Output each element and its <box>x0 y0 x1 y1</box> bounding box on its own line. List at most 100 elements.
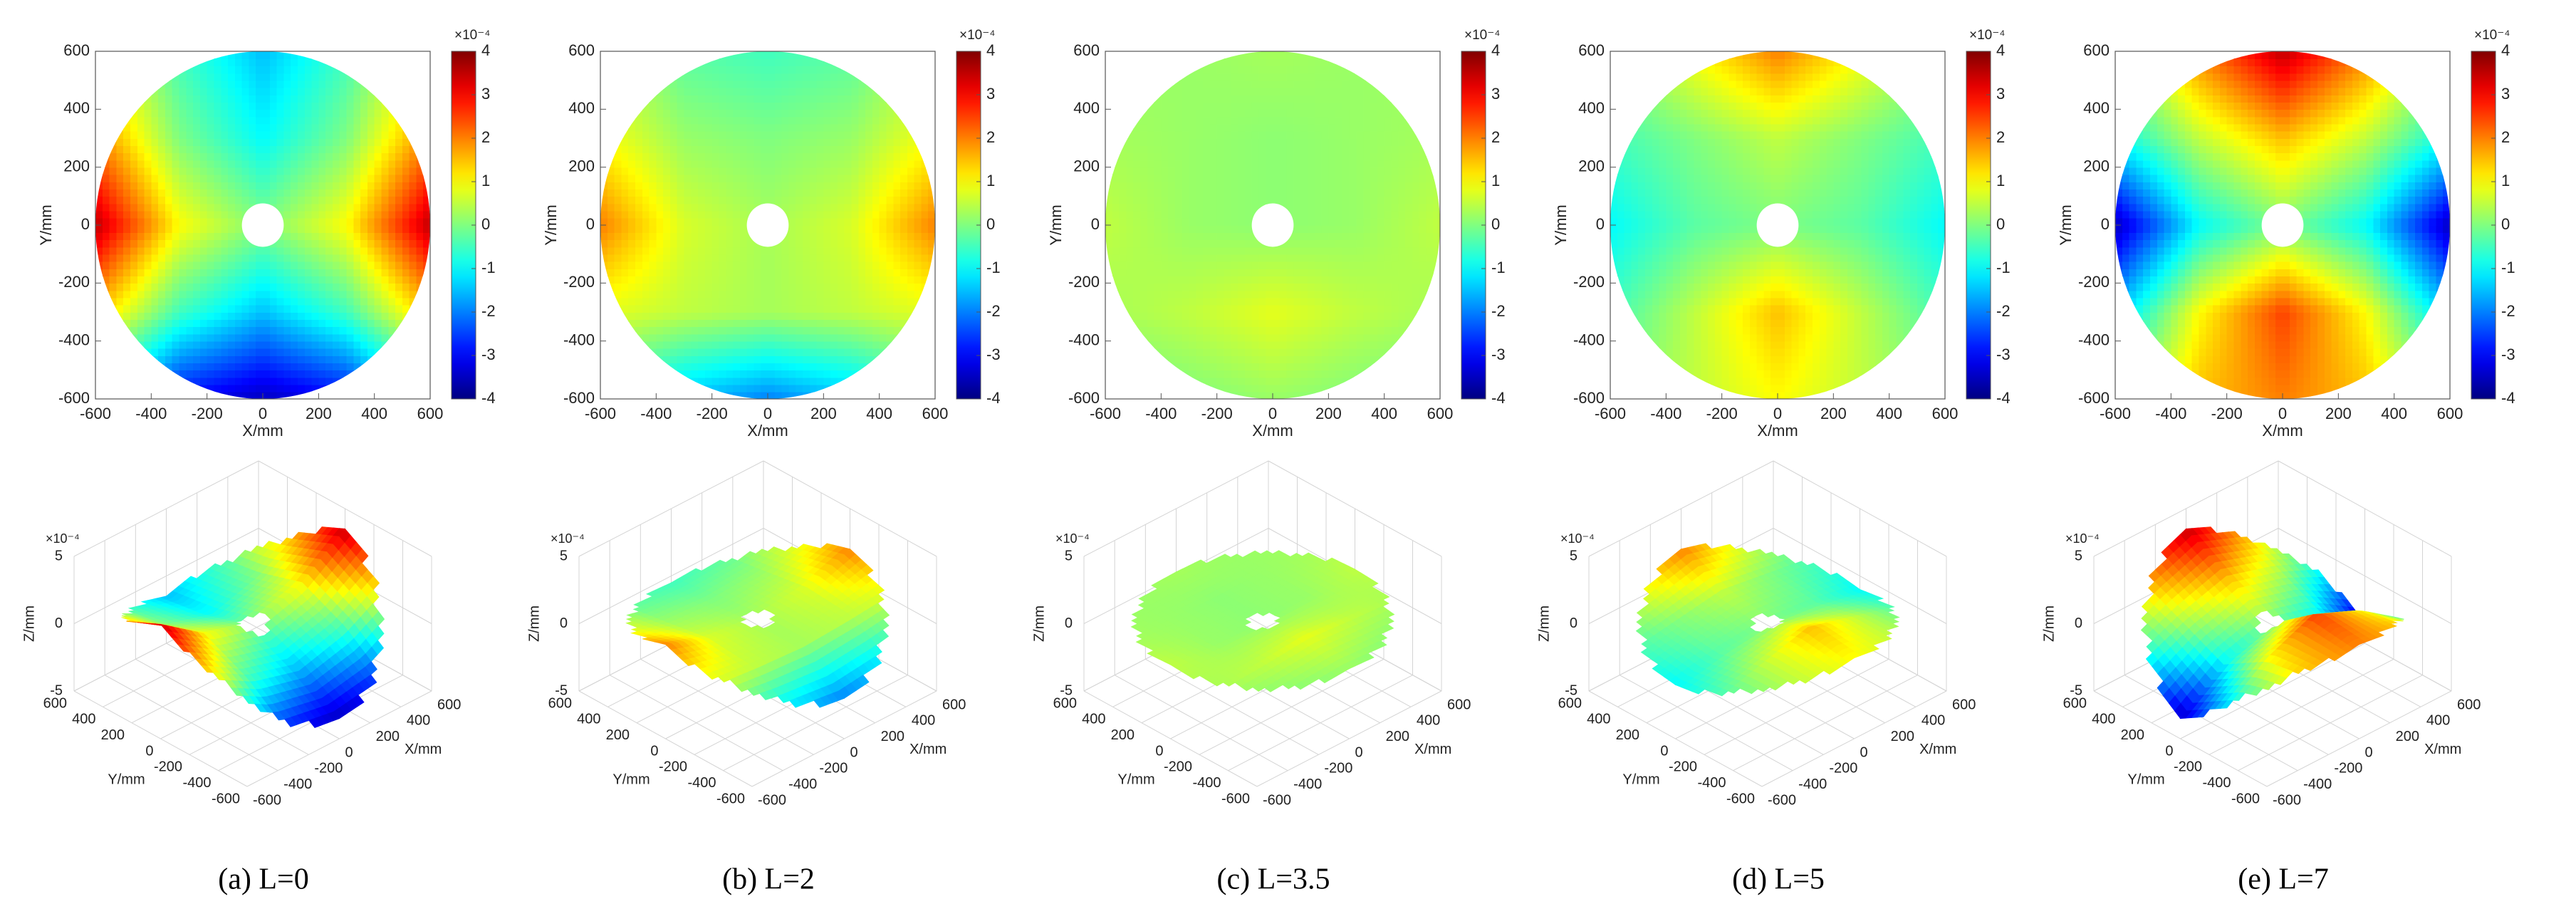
heat-cell <box>865 203 873 212</box>
heat-cell <box>663 341 671 349</box>
heat-cell <box>684 276 692 284</box>
heat-cell <box>291 355 298 363</box>
heat-cell <box>395 123 403 132</box>
heat-cell <box>158 167 166 175</box>
heat-cell <box>214 363 222 371</box>
heat-cell <box>781 304 790 313</box>
heat-cell <box>739 73 748 81</box>
heat-cell <box>669 312 678 320</box>
heat-cell <box>726 239 734 248</box>
heat-cell <box>241 377 250 385</box>
heat-cell <box>241 276 250 284</box>
y-tick-label: -200 <box>154 759 182 775</box>
heat-cell <box>353 239 361 248</box>
heat-cell <box>669 269 678 276</box>
heat-cell <box>761 341 768 349</box>
heat-cell <box>851 138 860 146</box>
heat-cell <box>830 276 838 284</box>
heat-cell <box>865 87 873 95</box>
heat-cell <box>304 348 313 356</box>
heat-cell <box>158 261 166 269</box>
heat-cell <box>423 261 430 269</box>
heat-cell <box>691 283 699 291</box>
heat-cell <box>893 145 901 154</box>
heat-cell <box>879 109 887 118</box>
heat-cell <box>241 160 250 168</box>
heat-cell <box>269 391 278 399</box>
heat-cell <box>193 319 201 328</box>
heat-cell <box>830 239 838 248</box>
heat-cell <box>900 276 908 284</box>
heat-cell <box>193 283 201 291</box>
heat-cell <box>851 261 860 269</box>
heat-cell <box>733 225 741 233</box>
heat-cell <box>199 297 208 306</box>
heat-cell <box>796 341 803 349</box>
heat-cell <box>346 102 355 110</box>
heat-cell <box>367 319 375 328</box>
heat-cell <box>733 138 741 146</box>
heat-cell <box>199 239 208 248</box>
heat-cell <box>325 355 333 363</box>
heat-cell <box>249 116 257 125</box>
heat-cell <box>677 196 685 204</box>
heat-cell <box>165 196 173 204</box>
heat-cell <box>325 319 333 328</box>
heat-cell <box>677 239 685 248</box>
heat-cell <box>332 384 340 393</box>
heat-cell <box>325 246 333 255</box>
heat-cell <box>746 123 755 132</box>
heat-cell <box>346 276 355 284</box>
heat-cell <box>872 319 880 328</box>
heat-cell <box>614 174 622 182</box>
heat-cell <box>416 225 424 233</box>
heat-cell <box>193 102 201 110</box>
heat-cell <box>802 326 810 335</box>
heat-cell <box>830 196 838 204</box>
heat-cell <box>165 348 173 356</box>
heat-cell <box>283 319 291 328</box>
heat-cell <box>291 116 298 125</box>
heat-cell <box>628 203 636 212</box>
heat-cell <box>151 145 159 154</box>
heat-cell <box>607 283 615 291</box>
heat-cell <box>339 341 348 349</box>
heat-cell <box>628 130 636 139</box>
heat-cell <box>318 254 326 262</box>
heat-cell <box>269 174 278 182</box>
heat-cell <box>221 377 229 385</box>
heat-cell <box>228 58 236 67</box>
heat-cell <box>914 174 922 182</box>
heat-cell <box>367 116 375 125</box>
heat-cell <box>753 341 762 349</box>
z-tick-label: 0 <box>55 615 63 631</box>
heat-cell <box>241 384 250 393</box>
heat-cell <box>656 87 664 95</box>
heat-cell <box>733 189 741 197</box>
heat-cell <box>297 58 306 67</box>
heat-cell <box>123 116 131 125</box>
heat-cell <box>304 391 313 399</box>
heat-cell <box>858 254 866 262</box>
heat-cell <box>851 217 860 226</box>
heat-cell <box>297 333 306 342</box>
heat-cell <box>332 276 340 284</box>
heat-cell <box>367 341 375 349</box>
heat-cell <box>256 102 264 110</box>
heat-cell <box>409 189 417 197</box>
heat-cell <box>214 319 222 328</box>
heat-cell <box>830 58 838 67</box>
heat-cell <box>221 239 229 248</box>
heat-cell <box>886 189 895 197</box>
heat-cell <box>137 254 145 262</box>
heat-cell <box>291 58 298 67</box>
heat-cell <box>698 384 706 393</box>
heat-cell <box>830 246 838 255</box>
heat-cell <box>879 203 887 212</box>
heat-cell <box>879 145 887 154</box>
heat-cell <box>733 326 741 335</box>
heat-cell <box>872 326 880 335</box>
heat-cell <box>402 269 410 276</box>
heat-cell <box>669 319 678 328</box>
heat-cell <box>774 384 783 393</box>
